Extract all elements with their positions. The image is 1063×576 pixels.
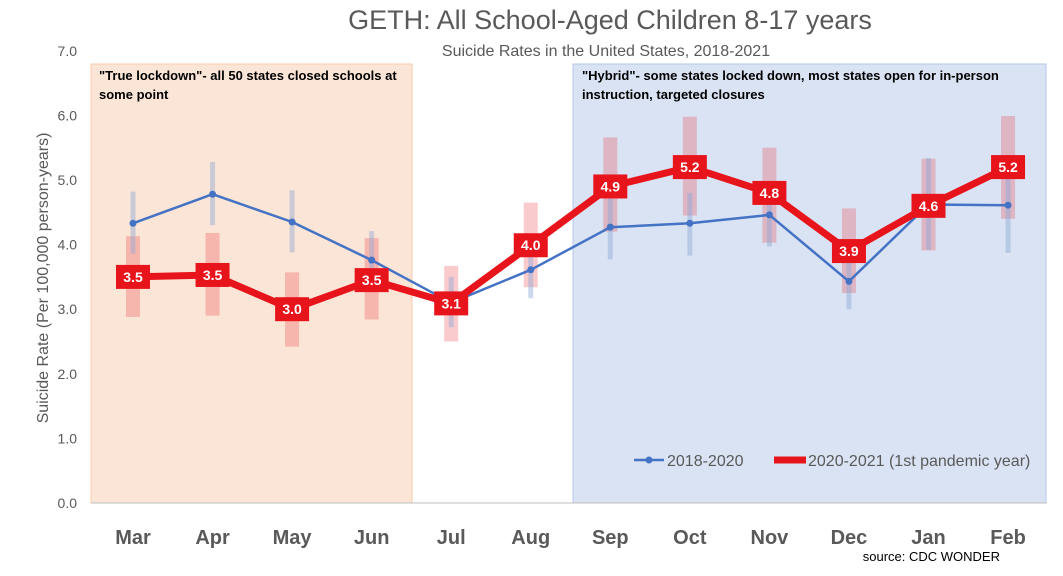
x-tick-label: Jan	[911, 527, 945, 549]
chart-title: GETH: All School-Aged Children 8-17 year…	[348, 5, 872, 35]
legend-marker-baseline	[645, 456, 653, 464]
data-label: 3.0	[282, 301, 302, 317]
y-tick-label: 0.0	[58, 495, 78, 511]
region-labels: "True lockdown"- all 50 states closed sc…	[99, 68, 999, 102]
x-tick-label: May	[273, 527, 313, 549]
data-label-box	[911, 193, 946, 218]
chart-subtitle: Suicide Rates in the United States, 2018…	[442, 43, 770, 60]
point-baseline	[845, 277, 853, 285]
data-label: 3.5	[362, 272, 382, 288]
data-labels: 3.5 3.5 3.0 3.5 3.1 4.0 4.9 5.2 4.8 3.9 4.6 5.2	[116, 155, 1026, 322]
data-label: 3.1	[441, 295, 461, 311]
point-baseline	[606, 223, 614, 231]
y-axis-title: Suicide Rate (Per 100,000 person-years)	[35, 133, 52, 424]
point-baseline	[686, 219, 694, 227]
x-tick-label: Jul	[437, 527, 466, 549]
data-label: 5.2	[998, 159, 1018, 175]
point-baseline	[288, 218, 296, 226]
legend-label-baseline: 2018-2020	[667, 453, 744, 470]
y-tick-label: 2.0	[58, 366, 78, 382]
data-label-box	[831, 239, 866, 264]
data-label-box	[195, 262, 230, 287]
data-label: 4.0	[521, 237, 541, 253]
data-label-box	[991, 155, 1026, 180]
source-note: source: CDC WONDER	[863, 549, 1000, 564]
data-label-box	[672, 155, 707, 180]
data-label: 5.2	[680, 159, 700, 175]
y-tick-label: 4.0	[58, 237, 78, 253]
x-tick-label: Dec	[831, 527, 868, 549]
x-tick-label: Apr	[195, 527, 230, 549]
legend: 2018-2020 2020-2021 (1st pandemic year)	[634, 453, 1030, 470]
y-tick-label: 6.0	[58, 107, 78, 123]
y-tick-label: 7.0	[58, 43, 78, 59]
y-tick-label: 1.0	[58, 430, 78, 446]
x-tick-label: Sep	[592, 527, 629, 549]
y-tick-label: 5.0	[58, 172, 78, 188]
legend-label-pandemic: 2020-2021 (1st pandemic year)	[808, 453, 1030, 470]
data-label: 3.5	[123, 269, 143, 285]
x-tick-labels: Mar Apr May Jun Jul Aug Sep Oct Nov Dec Jan Feb	[115, 527, 1026, 549]
x-tick-label: Mar	[115, 527, 151, 549]
x-tick-label: Oct	[673, 527, 707, 549]
data-label: 4.8	[760, 185, 780, 201]
point-baseline	[765, 211, 773, 219]
data-label-box	[513, 233, 548, 258]
point-baseline	[209, 190, 217, 198]
point-baseline	[368, 256, 376, 264]
region-label-true-lockdown-line2: some point	[99, 87, 169, 102]
data-label-box	[434, 291, 469, 316]
data-label-box	[593, 174, 628, 199]
data-label: 3.9	[839, 243, 859, 259]
region-label-hybrid-line2: instruction, targeted closures	[582, 87, 765, 102]
x-tick-label: Aug	[511, 527, 550, 549]
data-label: 4.9	[601, 178, 621, 194]
series-line-baseline	[132, 192, 1009, 304]
x-tick-label: Nov	[751, 527, 790, 549]
y-tick-labels: 0.0 1.0 2.0 3.0 4.0 5.0 6.0 7.0	[58, 43, 78, 511]
x-tick-label: Jun	[354, 527, 390, 549]
x-tick-label: Feb	[990, 527, 1026, 549]
point-baseline	[527, 266, 535, 274]
region-label-true-lockdown-line1: "True lockdown"- all 50 states closed sc…	[99, 68, 397, 83]
region-label-hybrid-line1: "Hybrid"- some states locked down, most …	[582, 68, 999, 83]
y-tick-label: 3.0	[58, 301, 78, 317]
data-label: 3.5	[203, 267, 223, 283]
data-label-box	[275, 297, 310, 322]
point-baseline	[129, 219, 137, 227]
data-label-box	[116, 264, 150, 289]
point-baseline	[1004, 201, 1012, 209]
data-label-box	[752, 180, 787, 205]
shaded-region-hybrid	[572, 63, 1047, 504]
data-label: 4.6	[919, 198, 939, 214]
data-label-box	[354, 268, 389, 293]
